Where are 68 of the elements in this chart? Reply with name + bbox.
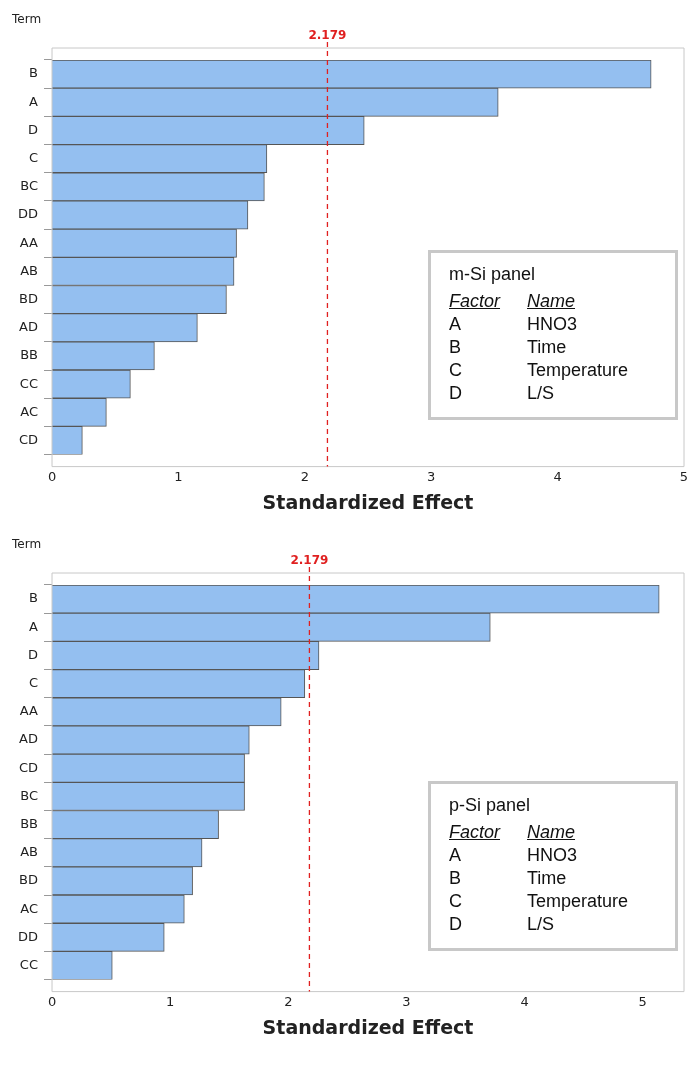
- y-tick-label: AA: [19, 703, 39, 719]
- x-tick-label: 0: [47, 468, 57, 484]
- y-tick-label: AC: [20, 403, 39, 419]
- annotation: Name: [527, 290, 576, 313]
- y-tick-label: BC: [20, 178, 39, 194]
- annotation: Name: [527, 821, 576, 844]
- y-tick-label: CD: [18, 759, 39, 775]
- x-tick-label: 3: [427, 468, 436, 484]
- x-tick-label: 1: [166, 993, 175, 1009]
- y-tick-label: BD: [19, 290, 39, 306]
- annotation: L/S: [527, 382, 556, 405]
- annotation: HNO3: [527, 844, 578, 867]
- x-axis-title: Standardized Effect: [262, 1015, 474, 1038]
- annotation: L/S: [527, 913, 556, 936]
- annotation: p-Si panel: [449, 794, 532, 817]
- y-axis-title: Term: [11, 12, 42, 27]
- x-tick-label: 0: [47, 993, 57, 1009]
- annotation: C: [449, 890, 463, 913]
- annotation: D: [449, 913, 463, 936]
- y-tick-label: DD: [17, 206, 39, 222]
- y-tick-label: D: [28, 121, 39, 137]
- annotation: A: [449, 313, 462, 336]
- annotation: Temperature: [527, 359, 630, 382]
- x-tick-label: 4: [553, 468, 562, 484]
- annotation: HNO3: [527, 313, 578, 336]
- annotation: B: [449, 867, 462, 890]
- annotation: Time: [527, 867, 568, 890]
- y-tick-label: BB: [20, 815, 39, 831]
- annotation: Factor: [449, 290, 502, 313]
- y-tick-label: A: [29, 93, 39, 109]
- y-tick-label: B: [29, 65, 39, 81]
- x-axis-title: Standardized Effect: [262, 490, 474, 513]
- y-tick-label: BC: [20, 787, 39, 803]
- x-tick-label: 5: [638, 993, 647, 1009]
- y-tick-label: A: [29, 618, 39, 634]
- y-tick-label: D: [28, 646, 39, 662]
- y-tick-label: B: [29, 590, 39, 606]
- y-tick-label: AB: [20, 262, 39, 278]
- y-tick-label: AC: [20, 900, 39, 916]
- annotation: m-Si panel: [449, 263, 537, 286]
- y-tick-label: C: [28, 150, 39, 166]
- annotation: Time: [527, 336, 568, 359]
- annotation: A: [449, 844, 462, 867]
- y-tick-label: BB: [20, 347, 39, 363]
- y-tick-label: AD: [19, 319, 39, 335]
- x-tick-label: 1: [174, 468, 183, 484]
- x-tick-label: 3: [402, 993, 411, 1009]
- x-tick-label: 4: [520, 993, 529, 1009]
- annotation: B: [449, 336, 462, 359]
- y-tick-label: C: [28, 675, 39, 691]
- y-tick-label: AB: [20, 844, 39, 860]
- y-tick-label: DD: [17, 928, 39, 944]
- x-tick-label: 2: [300, 468, 309, 484]
- annotation: D: [449, 382, 463, 405]
- y-tick-label: CD: [18, 431, 39, 447]
- annotation: Factor: [449, 821, 502, 844]
- y-tick-label: AA: [19, 234, 39, 250]
- x-tick-label: 5: [679, 468, 689, 484]
- y-tick-label: CC: [19, 375, 39, 391]
- y-tick-label: BD: [19, 872, 39, 888]
- annotation: Temperature: [527, 890, 630, 913]
- ref-line-label: 2.179: [308, 28, 347, 43]
- y-axis-title: Term: [11, 537, 42, 552]
- ref-line-label: 2.179: [290, 553, 329, 568]
- y-tick-label: AD: [19, 731, 39, 747]
- annotation: C: [449, 359, 463, 382]
- y-tick-label: CC: [19, 956, 39, 972]
- x-tick-label: 2: [284, 993, 293, 1009]
